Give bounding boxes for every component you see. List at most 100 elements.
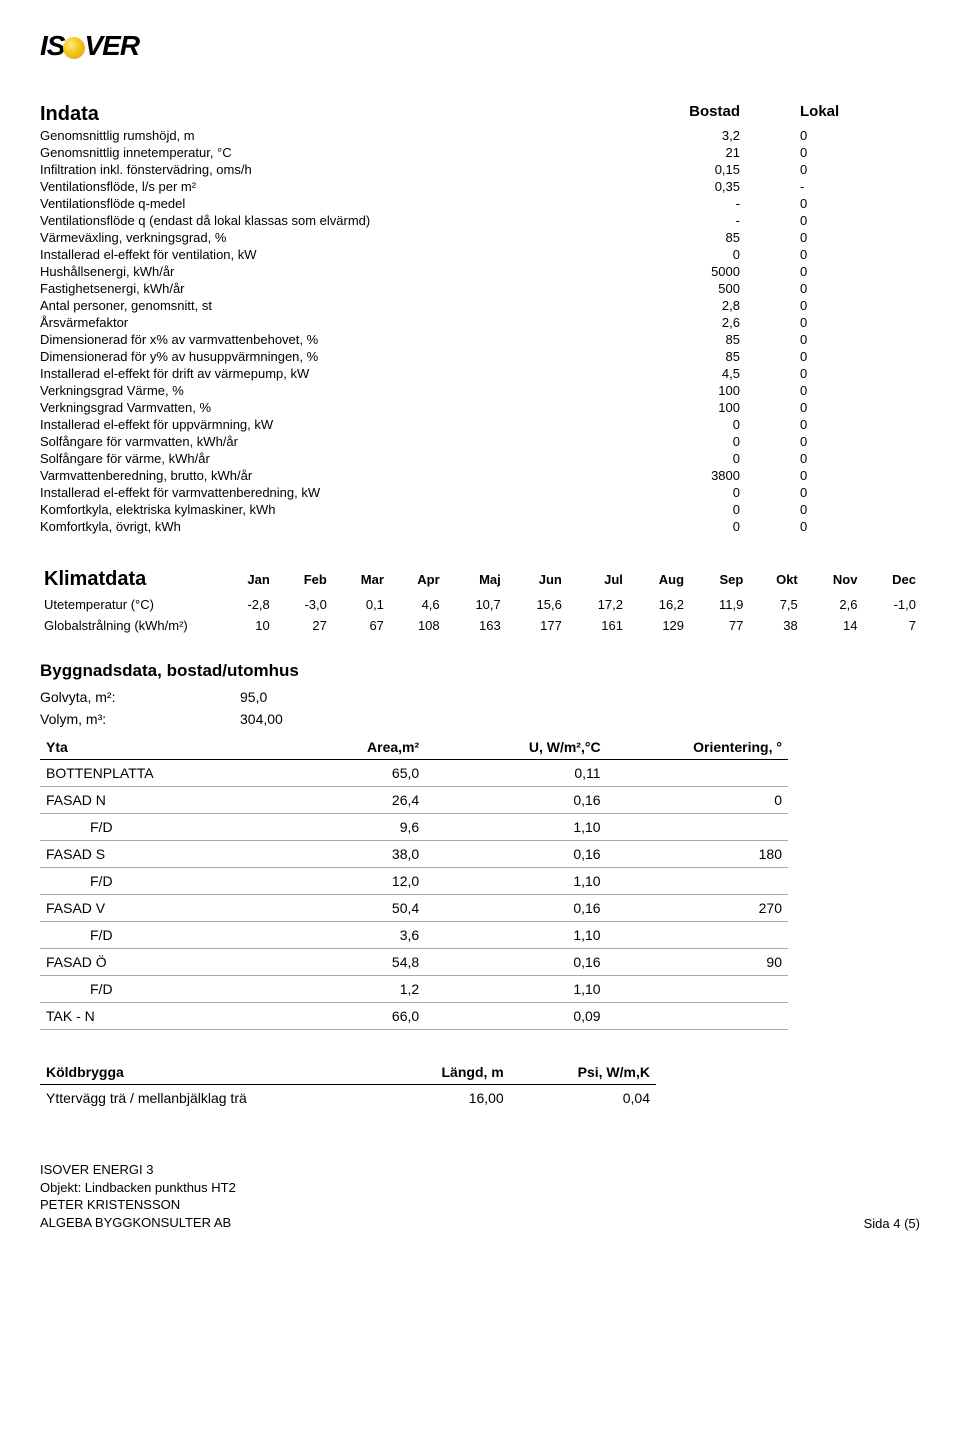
- indata-row: Fastighetsenergi, kWh/år5000: [40, 280, 920, 297]
- logo-part2: VER: [84, 30, 139, 62]
- indata-label: Värmeväxling, verkningsgrad, %: [40, 229, 620, 246]
- klimat-val: 7,5: [747, 594, 801, 615]
- klimat-val: 16,2: [627, 594, 688, 615]
- indata-v1: 2,6: [620, 314, 800, 331]
- indata-v1: 4,5: [620, 365, 800, 382]
- klimat-val: 27: [274, 615, 331, 636]
- indata-col1: Bostad: [620, 102, 800, 127]
- yta-u: 1,10: [425, 814, 606, 841]
- klimat-month: Sep: [688, 565, 747, 594]
- yta-row: FASAD Ö54,80,1690: [40, 949, 788, 976]
- indata-v1: 0,15: [620, 161, 800, 178]
- indata-v1: 0: [620, 246, 800, 263]
- indata-v1: 85: [620, 229, 800, 246]
- klimat-val: 161: [566, 615, 627, 636]
- indata-v2: 0: [800, 501, 920, 518]
- yta-orient: 90: [607, 949, 788, 976]
- indata-label: Fastighetsenergi, kWh/år: [40, 280, 620, 297]
- yta-name: F/D: [40, 814, 277, 841]
- indata-row: Installerad el-effekt för varmvattenbere…: [40, 484, 920, 501]
- indata-v1: 21: [620, 144, 800, 161]
- klimat-val: 7: [861, 615, 920, 636]
- yta-row: F/D3,61,10: [40, 922, 788, 949]
- footer-left: ISOVER ENERGI 3 Objekt: Lindbacken punkt…: [40, 1161, 236, 1231]
- klimat-val: 163: [444, 615, 505, 636]
- klimat-month: Jun: [505, 565, 566, 594]
- footer: ISOVER ENERGI 3 Objekt: Lindbacken punkt…: [40, 1161, 920, 1231]
- yta-row: BOTTENPLATTA65,00,11: [40, 760, 788, 787]
- yta-area: 38,0: [277, 841, 425, 868]
- yta-name: FASAD Ö: [40, 949, 277, 976]
- indata-row: Ventilationsflöde, l/s per m²0,35-: [40, 178, 920, 195]
- indata-label: Verkningsgrad Varmvatten, %: [40, 399, 620, 416]
- klimat-month: Jul: [566, 565, 627, 594]
- yta-name: F/D: [40, 976, 277, 1003]
- yta-row: F/D9,61,10: [40, 814, 788, 841]
- indata-row: Verkningsgrad Varmvatten, %1000: [40, 399, 920, 416]
- yta-row: FASAD V50,40,16270: [40, 895, 788, 922]
- indata-label: Verkningsgrad Värme, %: [40, 382, 620, 399]
- indata-label: Installerad el-effekt för drift av värme…: [40, 365, 620, 382]
- yta-orient: 270: [607, 895, 788, 922]
- yta-name: FASAD N: [40, 787, 277, 814]
- klimat-val: 2,6: [802, 594, 862, 615]
- indata-v1: 85: [620, 331, 800, 348]
- logo: IS VER: [40, 30, 920, 62]
- indata-label: Årsvärmefaktor: [40, 314, 620, 331]
- indata-v1: 0,35: [620, 178, 800, 195]
- yta-orient: [607, 760, 788, 787]
- yta-orient: [607, 976, 788, 1003]
- klimat-month: Mar: [331, 565, 388, 594]
- indata-row: Installerad el-effekt för uppvärmning, k…: [40, 416, 920, 433]
- klimat-val: 15,6: [505, 594, 566, 615]
- indata-row: Värmeväxling, verkningsgrad, %850: [40, 229, 920, 246]
- indata-v1: 0: [620, 433, 800, 450]
- indata-row: Årsvärmefaktor2,60: [40, 314, 920, 331]
- klimat-month: Apr: [388, 565, 444, 594]
- indata-v1: 2,8: [620, 297, 800, 314]
- indata-v1: 85: [620, 348, 800, 365]
- volym-label: Volym, m³:: [40, 711, 240, 727]
- klimat-rowlabel: Utetemperatur (°C): [40, 594, 218, 615]
- indata-v1: 0: [620, 518, 800, 535]
- kold-table: KöldbryggaLängd, mPsi, W/m,K Yttervägg t…: [40, 1060, 656, 1111]
- indata-label: Dimensionerad för y% av husuppvärmningen…: [40, 348, 620, 365]
- klimat-month: Maj: [444, 565, 505, 594]
- indata-title: Indata: [40, 102, 620, 127]
- indata-v2: 0: [800, 195, 920, 212]
- indata-v1: 100: [620, 399, 800, 416]
- indata-v1: 3,2: [620, 127, 800, 144]
- indata-label: Installerad el-effekt för uppvärmning, k…: [40, 416, 620, 433]
- yta-area: 65,0: [277, 760, 425, 787]
- indata-v1: 3800: [620, 467, 800, 484]
- klimat-val: 177: [505, 615, 566, 636]
- indata-v1: 0: [620, 450, 800, 467]
- indata-v2: 0: [800, 314, 920, 331]
- yta-name: FASAD S: [40, 841, 277, 868]
- golvyta-label: Golvyta, m²:: [40, 689, 240, 705]
- yta-name: FASAD V: [40, 895, 277, 922]
- yta-orient: [607, 922, 788, 949]
- klimat-val: 11,9: [688, 594, 747, 615]
- klimat-val: -2,8: [218, 594, 274, 615]
- klimat-val: 10: [218, 615, 274, 636]
- yta-h-orient: Orientering, °: [607, 735, 788, 760]
- klimat-val: 77: [688, 615, 747, 636]
- kold-h-psi: Psi, W/m,K: [510, 1060, 656, 1085]
- indata-label: Ventilationsflöde q-medel: [40, 195, 620, 212]
- indata-v2: 0: [800, 518, 920, 535]
- yta-orient: 0: [607, 787, 788, 814]
- yta-orient: [607, 868, 788, 895]
- yta-area: 66,0: [277, 1003, 425, 1030]
- indata-col2: Lokal: [800, 102, 920, 127]
- indata-label: Infiltration inkl. fönstervädring, oms/h: [40, 161, 620, 178]
- indata-row: Komfortkyla, övrigt, kWh00: [40, 518, 920, 535]
- klimat-val: 10,7: [444, 594, 505, 615]
- footer-l3: PETER KRISTENSSON: [40, 1196, 236, 1214]
- klimat-val: -1,0: [861, 594, 920, 615]
- indata-label: Dimensionerad för x% av varmvattenbehove…: [40, 331, 620, 348]
- footer-page: Sida 4 (5): [864, 1216, 920, 1231]
- indata-v2: 0: [800, 399, 920, 416]
- volym-val: 304,00: [240, 711, 283, 727]
- kold-h-name: Köldbrygga: [40, 1060, 364, 1085]
